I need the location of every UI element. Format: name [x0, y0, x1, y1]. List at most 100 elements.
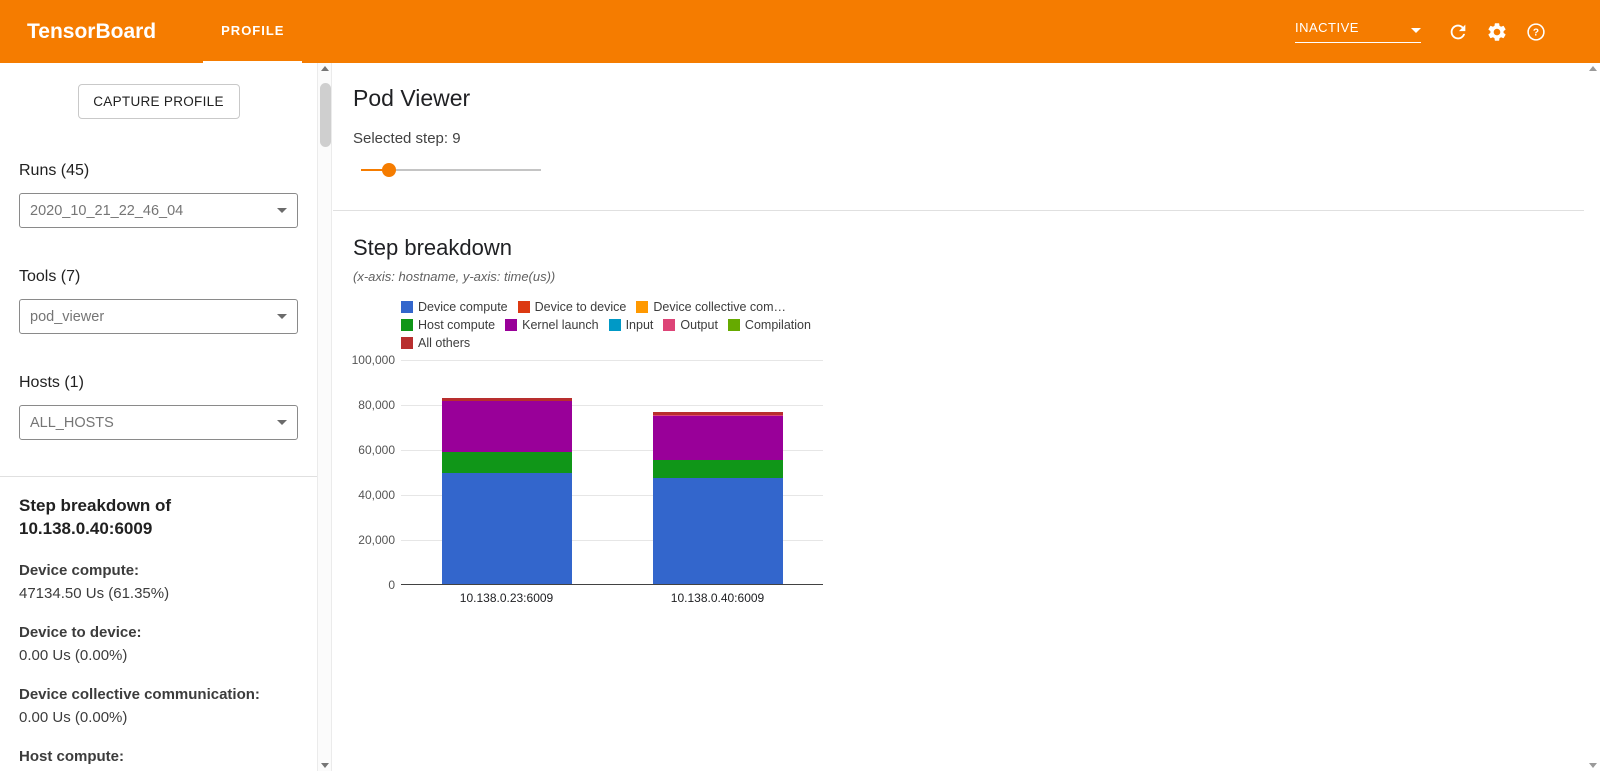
legend-item: Kernel launch: [505, 318, 599, 332]
gridline: [401, 495, 823, 496]
sidebar-divider: [0, 476, 317, 477]
chart-plot: [401, 360, 823, 585]
y-axis-tick-label: 100,000: [351, 353, 395, 367]
tab-profile[interactable]: PROFILE: [203, 0, 303, 63]
legend-swatch: [505, 319, 518, 331]
app-title: TensorBoard: [27, 19, 157, 43]
legend-label: All others: [418, 336, 471, 350]
header: TensorBoard PROFILE INACTIVE ?: [0, 0, 1600, 63]
stat-label: Device compute:: [19, 562, 140, 579]
bar-segment[interactable]: [441, 397, 572, 402]
legend-item: Input: [608, 318, 654, 332]
chart-y-axis: 0 20,000 40,000 60,000 80,000 100,000: [352, 353, 397, 592]
legend-label: Kernel launch: [522, 318, 599, 332]
scroll-down-icon[interactable]: [320, 763, 329, 768]
page-title: Pod Viewer: [353, 85, 471, 111]
hosts-label: Hosts (1): [19, 374, 84, 391]
section-divider: [333, 210, 1584, 211]
stat-item: Device compute: 47134.50 Us (61.35%): [19, 562, 298, 602]
legend-swatch: [608, 319, 621, 331]
scrollbar-thumb[interactable]: [320, 83, 331, 147]
gridline: [401, 405, 823, 406]
stat-item: Device collective communication: 0.00 Us …: [19, 686, 298, 726]
sidebar-scrollbar[interactable]: [317, 63, 332, 771]
stacked-bar[interactable]: [652, 411, 783, 584]
capture-profile-button[interactable]: CAPTURE PROFILE: [77, 84, 240, 119]
legend-item: Host compute: [401, 318, 495, 332]
main-scrollbar[interactable]: [1585, 63, 1600, 771]
scroll-up-icon[interactable]: [320, 66, 329, 71]
chart-body: 0 20,000 40,000 60,000 80,000 100,000: [352, 353, 1584, 592]
refresh-icon[interactable]: [1446, 20, 1470, 44]
hosts-select-value: ALL_HOSTS: [30, 414, 114, 431]
stat-label: Device to device:: [19, 624, 142, 641]
bar-segment[interactable]: [652, 415, 783, 460]
scroll-down-icon[interactable]: [1588, 763, 1597, 768]
tools-select-value: pod_viewer: [30, 308, 105, 325]
y-axis-tick-label: 60,000: [358, 443, 395, 457]
bar-segment[interactable]: [441, 401, 572, 452]
dropdown-arrow-icon: [277, 420, 287, 425]
legend-swatch: [636, 301, 649, 313]
slider-track[interactable]: [361, 169, 541, 171]
y-axis-tick-label: 40,000: [358, 488, 395, 502]
section-title: Step breakdown: [353, 235, 512, 260]
legend-label: Device compute: [418, 300, 508, 314]
legend-swatch: [727, 319, 740, 331]
sidebar-stats: Device compute: 47134.50 Us (61.35%) Devic…: [19, 562, 298, 765]
legend-label: Device to device: [534, 300, 627, 314]
settings-icon[interactable]: [1485, 20, 1509, 44]
bar-segment[interactable]: [652, 414, 783, 416]
stat-value: 0.00 Us (0.00%): [19, 709, 128, 726]
runs-label: Runs (45): [19, 162, 90, 179]
step-slider[interactable]: [361, 163, 541, 177]
status-dropdown[interactable]: INACTIVE: [1295, 20, 1421, 43]
gridline: [401, 450, 823, 451]
legend-label: Output: [680, 318, 718, 332]
stacked-bar[interactable]: [441, 397, 572, 584]
y-axis-tick-label: 0: [388, 578, 395, 592]
legend-label: Device collective com…: [653, 300, 787, 314]
bar-segment[interactable]: [652, 459, 783, 478]
stat-item: Device to device: 0.00 Us (0.00%): [19, 624, 298, 664]
legend-item: Compilation: [727, 318, 811, 332]
slider-fill: [361, 169, 390, 171]
chart-legend: Device compute Device to device Device col…: [401, 300, 841, 350]
sidebar: CAPTURE PROFILE Runs (45) 2020_10_21_22_…: [0, 63, 317, 771]
legend-label: Host compute: [418, 318, 496, 332]
main-content: Pod Viewer Selected step: 9 Step breakdo…: [333, 63, 1584, 771]
legend-swatch: [401, 337, 413, 349]
chevron-down-icon: [1411, 28, 1421, 33]
gridline: [401, 540, 823, 541]
legend-item: All others: [401, 336, 470, 350]
y-axis-tick-label: 20,000: [358, 533, 395, 547]
tab-profile-label: PROFILE: [221, 23, 285, 38]
tools-select[interactable]: pod_viewer: [19, 299, 298, 334]
stat-item: Host compute:: [19, 748, 298, 765]
stat-label: Device collective communication:: [19, 686, 260, 703]
bar-segment[interactable]: [652, 477, 783, 584]
slider-handle[interactable]: [382, 163, 397, 177]
x-axis-baseline: [401, 584, 823, 585]
legend-item: Device compute: [401, 300, 508, 314]
svg-text:?: ?: [1533, 27, 1539, 38]
selected-step-label: Selected step: 9: [353, 130, 461, 147]
bar-segment[interactable]: [441, 451, 572, 474]
bar-segment[interactable]: [441, 473, 572, 584]
help-icon[interactable]: ?: [1524, 20, 1548, 44]
runs-select[interactable]: 2020_10_21_22_46_04: [19, 193, 298, 228]
axis-note: (x-axis: hostname, y-axis: time(us)): [353, 269, 556, 284]
hosts-select[interactable]: ALL_HOSTS: [19, 405, 298, 440]
gridline: [401, 360, 823, 361]
chart-x-axis: 10.138.0.23:6009 10.138.0.40:6009: [401, 585, 823, 607]
status-dropdown-value: INACTIVE: [1295, 20, 1359, 35]
legend-swatch: [663, 319, 676, 331]
scroll-up-icon[interactable]: [1588, 66, 1597, 71]
legend-label: Compilation: [744, 318, 811, 332]
stat-value: 47134.50 Us (61.35%): [19, 585, 170, 602]
x-axis-tick-label: 10.138.0.40:6009: [670, 591, 765, 605]
legend-swatch: [517, 301, 530, 313]
step-breakdown-heading: Step breakdown of 10.138.0.40:6009: [19, 496, 172, 538]
legend-label: Input: [625, 318, 654, 332]
bar-segment[interactable]: [652, 411, 783, 415]
